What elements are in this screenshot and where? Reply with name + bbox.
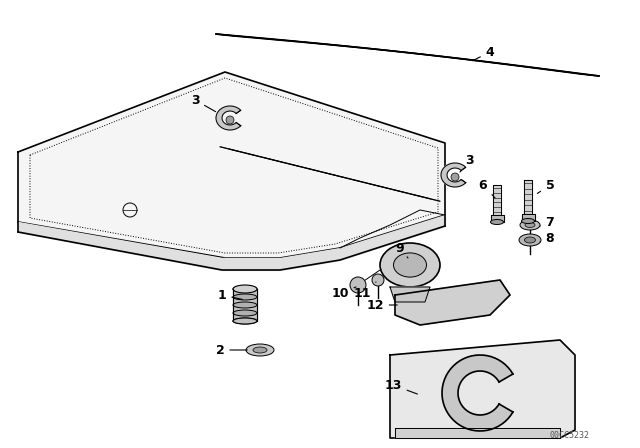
Ellipse shape bbox=[233, 285, 257, 293]
Polygon shape bbox=[395, 428, 560, 438]
Circle shape bbox=[350, 277, 366, 293]
Text: 10: 10 bbox=[332, 287, 356, 300]
Ellipse shape bbox=[519, 234, 541, 246]
Text: 13: 13 bbox=[384, 379, 417, 394]
Ellipse shape bbox=[520, 220, 540, 230]
Ellipse shape bbox=[233, 318, 257, 324]
Ellipse shape bbox=[525, 237, 536, 243]
Ellipse shape bbox=[246, 344, 274, 356]
Text: 7: 7 bbox=[540, 215, 554, 228]
Text: 2: 2 bbox=[216, 344, 247, 357]
Polygon shape bbox=[442, 355, 513, 431]
Polygon shape bbox=[18, 72, 445, 258]
Ellipse shape bbox=[233, 286, 257, 292]
Polygon shape bbox=[216, 106, 241, 130]
Text: 6: 6 bbox=[479, 178, 495, 198]
Circle shape bbox=[372, 274, 384, 286]
Text: 3: 3 bbox=[191, 94, 216, 112]
Ellipse shape bbox=[525, 223, 535, 228]
Polygon shape bbox=[524, 180, 532, 214]
Text: 4: 4 bbox=[472, 46, 494, 61]
Polygon shape bbox=[220, 147, 440, 201]
Text: 12: 12 bbox=[366, 298, 397, 311]
Ellipse shape bbox=[233, 302, 257, 308]
Ellipse shape bbox=[490, 220, 504, 224]
Circle shape bbox=[451, 173, 459, 181]
Text: 9: 9 bbox=[396, 241, 408, 258]
Polygon shape bbox=[490, 215, 504, 222]
Text: 1: 1 bbox=[218, 289, 243, 302]
Ellipse shape bbox=[380, 243, 440, 287]
Ellipse shape bbox=[233, 294, 257, 300]
Polygon shape bbox=[493, 185, 501, 215]
Polygon shape bbox=[395, 280, 510, 325]
Text: 5: 5 bbox=[538, 178, 554, 194]
Polygon shape bbox=[441, 163, 466, 187]
Polygon shape bbox=[216, 34, 599, 76]
Circle shape bbox=[226, 116, 234, 124]
Text: 3: 3 bbox=[460, 154, 474, 172]
Polygon shape bbox=[390, 340, 575, 438]
Polygon shape bbox=[522, 214, 534, 221]
Text: 00CC5232: 00CC5232 bbox=[550, 431, 590, 439]
Polygon shape bbox=[390, 287, 430, 302]
Ellipse shape bbox=[253, 347, 267, 353]
Ellipse shape bbox=[522, 219, 534, 224]
Text: 11: 11 bbox=[353, 282, 376, 300]
Ellipse shape bbox=[394, 253, 426, 277]
Text: 8: 8 bbox=[540, 232, 554, 245]
Ellipse shape bbox=[233, 318, 257, 324]
Ellipse shape bbox=[233, 310, 257, 316]
